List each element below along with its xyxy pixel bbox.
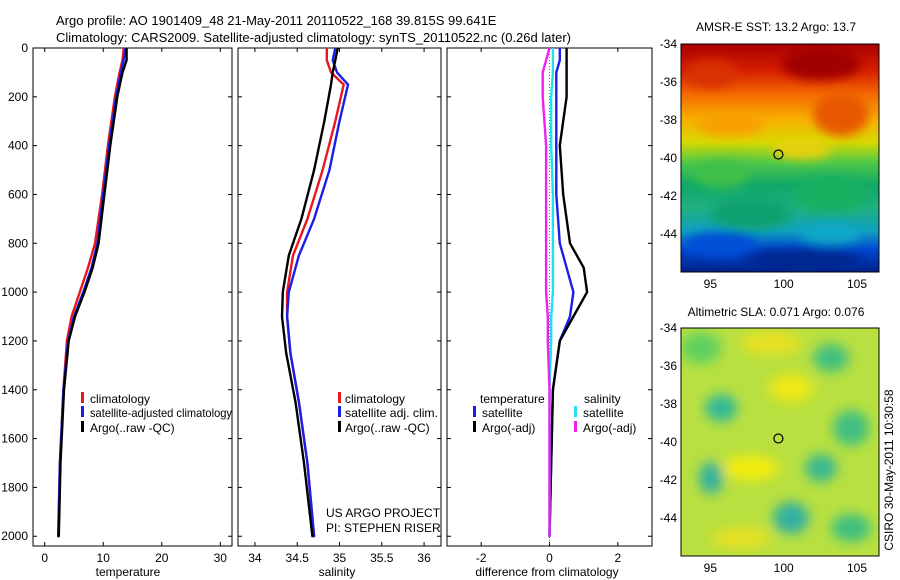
depth-tick-label: 600 xyxy=(8,187,28,201)
salinity-legend: climatology satellite adj. clim. Argo(..… xyxy=(338,392,438,435)
legend-label-climatology: climatology xyxy=(90,392,150,406)
difference-line-salinity-argo-adj xyxy=(541,48,551,538)
legend-group-salinity: salinity xyxy=(584,392,621,406)
difference-line-temperature-argo-adj xyxy=(548,48,589,538)
salinity-line-climatology xyxy=(285,48,345,538)
sst-lat-tick-label: -36 xyxy=(660,75,678,89)
sst-lat-tick-label: -34 xyxy=(660,37,678,51)
difference-xtick-label: 0 xyxy=(546,551,553,565)
salinity-xtick-label: 34.5 xyxy=(286,551,310,565)
sla-lat-tick-label: -36 xyxy=(660,359,678,373)
legend-group-temperature: temperature xyxy=(480,392,545,406)
sla-lat-tick-label: -42 xyxy=(660,473,678,487)
pi-credit: PI: STEPHEN RISER xyxy=(326,521,441,535)
legend-label-temp-satellite: satellite xyxy=(482,406,523,420)
temperature-xtick-label: 10 xyxy=(97,551,111,565)
sla-map-title: Altimetric SLA: 0.071 Argo: 0.076 xyxy=(688,305,865,319)
legend-label-satellite-adj: satellite adj. clim. xyxy=(345,406,438,420)
difference-xtick-label: 2 xyxy=(614,551,621,565)
temperature-line-satellite-adjusted-climatology xyxy=(57,48,127,538)
difference-series-group xyxy=(541,48,589,538)
figure-title-line2: Climatology: CARS2009. Satellite-adjuste… xyxy=(56,30,571,45)
depth-tick-label: 1600 xyxy=(1,432,28,446)
depth-tick-label: 800 xyxy=(8,236,28,250)
salinity-xtick-label: 34 xyxy=(248,551,262,565)
difference-axis-label: difference from climatology xyxy=(475,565,618,579)
legend-swatch-argo xyxy=(81,421,84,432)
sst-lon-tick-label: 105 xyxy=(847,277,867,291)
sla-map xyxy=(680,327,880,557)
temperature-axis-label: temperature xyxy=(96,565,161,579)
sla-lat-tick-label: -34 xyxy=(660,321,678,335)
legend-swatch-sal-argo xyxy=(574,421,577,432)
depth-tick-label: 2000 xyxy=(1,529,28,543)
salinity-series-group xyxy=(280,48,350,538)
legend-label-satellite-adjusted: satellite-adjusted climatology xyxy=(90,406,232,420)
sst-lat-tick-label: -44 xyxy=(660,227,678,241)
sst-lat-tick-label: -40 xyxy=(660,151,678,165)
sst-float-position-marker xyxy=(773,149,784,160)
depth-tick-label: 0 xyxy=(21,41,28,55)
sla-float-position-marker xyxy=(773,433,784,444)
depth-tick-label: 400 xyxy=(8,139,28,153)
sla-lat-tick-label: -44 xyxy=(660,511,678,525)
legend-swatch-satellite-adjusted xyxy=(81,406,84,417)
difference-xtick-label: -2 xyxy=(476,551,487,565)
axes-layer: 0 10 20 30020040060080010001200140016001800… xyxy=(1,37,867,575)
salinity-line-argo-raw-qc xyxy=(280,48,339,538)
legend-swatch-satellite-adj xyxy=(338,406,341,417)
legend-swatch-argo xyxy=(338,421,341,432)
csiro-timestamp: CSIRO 30-May-2011 10:30:58 xyxy=(882,389,896,551)
sla-map-frame xyxy=(680,327,880,557)
markers-layer xyxy=(773,149,784,444)
sst-map-frame xyxy=(680,43,880,273)
sla-lon-tick-label: 105 xyxy=(847,561,867,575)
lines-layer xyxy=(57,48,589,538)
salinity-line-satellite-adj-clim xyxy=(285,48,350,538)
sst-map-title: AMSR-E SST: 13.2 Argo: 13.7 xyxy=(696,20,856,34)
legend-label-argo: Argo(..raw -QC) xyxy=(90,421,175,435)
salinity-xtick-label: 35 xyxy=(333,551,347,565)
sla-lat-tick-label: -38 xyxy=(660,397,678,411)
depth-tick-label: 1200 xyxy=(1,334,28,348)
sla-lon-tick-label: 95 xyxy=(704,561,718,575)
depth-tick-label: 1400 xyxy=(1,383,28,397)
figure-title-line1: Argo profile: AO 1901409_48 21-May-2011 … xyxy=(56,13,497,28)
sst-lon-tick-label: 100 xyxy=(774,277,794,291)
legend-swatch-climatology xyxy=(338,392,341,403)
legend-label-climatology: climatology xyxy=(345,392,405,406)
temperature-line-argo-raw-qc xyxy=(57,48,128,538)
temperature-xtick-label: 30 xyxy=(214,551,228,565)
legend-swatch-sal-satellite xyxy=(574,406,577,417)
temperature-series-group xyxy=(57,48,128,538)
temperature-xtick-label: 20 xyxy=(155,551,169,565)
legend-swatch-climatology xyxy=(81,392,84,403)
difference-legend: temperature salinity satellite Argo(-adj… xyxy=(473,392,636,435)
salinity-xtick-label: 35.5 xyxy=(370,551,394,565)
sst-lon-tick-label: 95 xyxy=(704,277,718,291)
legend-label-sal-argo: Argo(-adj) xyxy=(583,421,636,435)
salinity-xtick-label: 36 xyxy=(417,551,431,565)
project-credit: US ARGO PROJECT xyxy=(326,506,441,520)
sla-lat-tick-label: -40 xyxy=(660,435,678,449)
depth-tick-label: 1000 xyxy=(1,285,28,299)
sst-lat-tick-label: -38 xyxy=(660,113,678,127)
temperature-xtick-label: 0 xyxy=(41,551,48,565)
sst-lat-tick-label: -42 xyxy=(660,189,678,203)
legend-label-sal-satellite: satellite xyxy=(583,406,624,420)
depth-tick-label: 1800 xyxy=(1,480,28,494)
temperature-legend: climatology satellite-adjusted climatolo… xyxy=(81,392,232,435)
legend-swatch-temp-argo xyxy=(473,421,476,432)
temperature-panel-frame xyxy=(32,47,233,547)
salinity-axis-label: salinity xyxy=(319,565,356,579)
sla-lon-tick-label: 100 xyxy=(774,561,794,575)
sst-map xyxy=(680,43,880,273)
depth-tick-label: 200 xyxy=(8,90,28,104)
legend-label-argo: Argo(..raw -QC) xyxy=(345,421,430,435)
legend-label-temp-argo: Argo(-adj) xyxy=(482,421,535,435)
legend-swatch-temp-satellite xyxy=(473,406,476,417)
